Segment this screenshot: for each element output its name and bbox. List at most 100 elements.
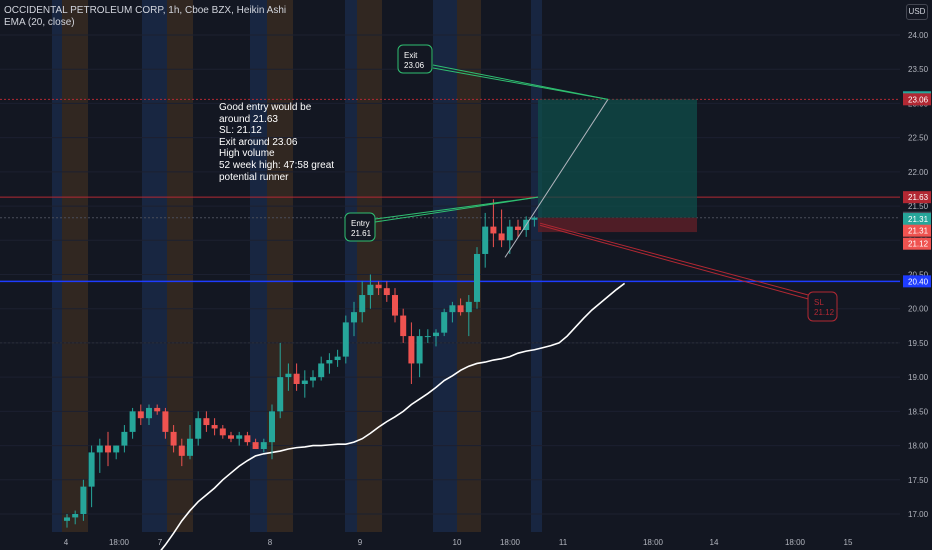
x-tick-label: 8 [268,538,273,547]
candle-body [178,445,185,456]
x-tick-label: 18:00 [785,538,806,547]
session-band [250,0,267,532]
candle-body [64,517,70,521]
x-tick-label: 18:00 [109,538,130,547]
candle-body [162,411,169,432]
exit-callout-box [397,44,433,74]
price-badge [903,213,931,226]
x-tick-label: 11 [559,538,568,547]
currency-button[interactable]: USD [906,4,928,20]
candle-body [490,226,497,234]
candle-body [96,445,103,453]
candle-body [121,431,128,446]
candle-body [293,373,300,384]
y-tick-label: 22.00 [908,168,929,177]
price-badge-text: 21.63 [908,193,929,202]
session-band [52,0,62,532]
y-tick-label: 22.50 [908,134,929,143]
candle-body [383,288,390,296]
y-tick-label: 18.50 [908,407,929,416]
candle-body [506,226,513,241]
candle-body [285,373,292,378]
candle-body [72,514,79,518]
sl-callout-value: 21.12 [814,308,835,317]
x-tick-label: 10 [453,538,462,547]
loss-zone [538,217,697,233]
candle-body [482,226,489,254]
candle-body [334,356,341,361]
x-tick-label: 9 [358,538,363,547]
y-tick-label: 20.00 [908,305,929,314]
candle-body [187,438,193,456]
x-tick-label: 18:00 [500,538,521,547]
candle-body [310,377,316,381]
x-tick-label: 7 [158,538,163,547]
candle-body [400,315,407,337]
session-band [62,0,88,532]
y-tick-label: 23.50 [908,65,929,74]
trend-line [504,99,609,258]
sl-connector-line [539,224,813,301]
candle-body [113,445,120,453]
candle-body [236,435,243,439]
indicator-label[interactable]: EMA (20, close) [4,17,75,28]
candle-body [269,411,275,443]
price-axis[interactable]: 24.0023.5023.0022.5022.0021.5021.0020.50… [903,31,931,519]
candle-body [318,363,325,378]
price-badge [903,224,931,237]
symbol-title[interactable]: OCCIDENTAL PETROLEUM CORP, 1h, Cboe BZX,… [4,5,287,16]
y-tick-label: 19.50 [908,339,929,348]
y-tick-label: 19.00 [908,373,929,382]
x-tick-label: 15 [844,538,853,547]
price-badge-text: 23.06 [908,95,929,104]
sl-callout-label: SL [814,298,824,307]
horizontal-price-levels [0,98,900,344]
price-badge-text: 21.31 [908,215,929,224]
ema-polyline [160,282,626,550]
price-badge-text: 20.40 [908,277,929,286]
candle-body [408,336,415,364]
candle-body [351,312,357,323]
session-band [357,0,382,532]
profit-zone [538,99,697,218]
entry-callout-box [344,212,376,242]
y-tick-label: 20.50 [908,271,929,280]
price-badge [903,93,931,106]
candle-body [252,442,259,449]
session-band [531,0,542,532]
candle-body [441,312,448,333]
candle-body [367,284,374,296]
candle-body [219,428,226,436]
ema-line [160,282,626,550]
candle-body [195,418,202,439]
candle-body [326,360,333,364]
entry-callout-label: Entry [351,219,370,228]
candle-body [228,435,234,439]
y-tick-label: 18.00 [908,442,929,451]
sl-connector-line [539,222,813,297]
session-band [142,0,167,532]
trade-note[interactable]: Good entry would be around 21.63 SL: 21.… [219,102,335,183]
candle-body [375,284,382,289]
candle-body [277,377,284,412]
entry-callout-value: 21.61 [351,229,372,238]
candle-body [88,452,95,487]
exit-callout-label: Exit [404,51,418,60]
y-tick-label: 24.00 [908,31,929,40]
time-axis[interactable]: 4 18:00 7 8 9 10 18:00 11 18:00 14 18:00 15 [64,538,853,547]
candle-body [416,336,423,364]
sl-callout-box [807,291,838,322]
candles [64,199,538,528]
candle-body [146,407,152,419]
y-tick-label: 17.50 [908,476,929,485]
candle-body [342,322,349,357]
session-band [345,0,357,532]
candle-body [301,380,308,384]
candle-body [531,217,538,220]
price-badge-text: 21.12 [908,240,929,249]
candle-body [433,332,439,337]
exit-callout-value: 23.06 [404,61,425,70]
candle-body [359,295,366,313]
